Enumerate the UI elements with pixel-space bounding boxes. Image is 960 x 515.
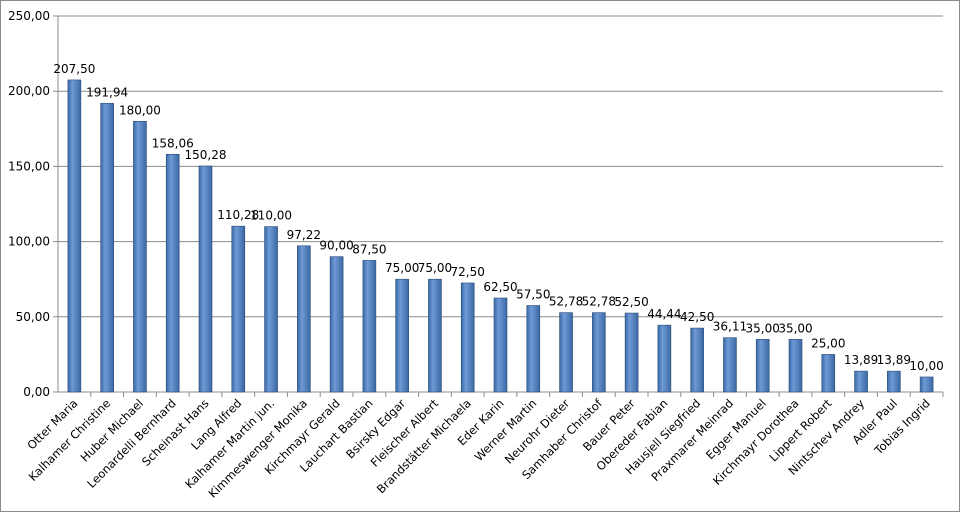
bar [460,282,475,393]
data-label: 42,50 [680,310,714,324]
bar [624,312,639,393]
bar [592,312,606,393]
bar [133,120,147,393]
data-label: 158,06 [152,136,194,150]
bars [67,79,934,393]
bar [231,225,246,393]
y-tick-label: 200,00 [8,84,50,98]
y-tick-labels: 0,00 50,00 100,00 150,00 200,00 250,00 [8,9,50,399]
data-label: 97,22 [287,228,321,242]
data-label: 52,50 [614,295,648,309]
bar [100,103,114,393]
data-label: 25,00 [811,336,845,350]
data-label: 180,00 [119,103,161,117]
bar [264,226,278,393]
y-tick-label: 250,00 [8,9,50,23]
bar [690,327,704,393]
data-label: 57,50 [516,288,550,302]
gridlines [58,15,943,318]
data-label: 62,50 [483,280,517,294]
data-label: 10,00 [909,359,943,373]
bar [428,278,442,393]
data-label: 87,50 [352,242,386,256]
bar [821,354,836,393]
bar [854,370,868,393]
data-label: 75,00 [385,261,419,275]
bar [559,312,573,393]
data-label: 191,94 [86,85,128,99]
bar [723,337,737,393]
y-tick-label: 100,00 [8,235,50,249]
bar [887,370,901,393]
data-label: 110,28 [217,208,259,222]
y-tick-label: 50,00 [16,310,50,324]
data-label: 13,89 [844,353,878,367]
data-label: 90,00 [319,239,353,253]
bar [362,260,377,393]
bar [493,297,508,393]
bar [657,324,672,393]
bar [165,153,180,393]
data-label: 150,28 [185,148,227,162]
bar [395,278,409,393]
data-label: 207,50 [53,62,95,76]
bar [526,305,541,393]
data-label: 52,78 [549,295,583,309]
bar [198,165,213,393]
data-label: 36,11 [713,320,747,334]
data-label: 44,44 [647,307,681,321]
bar [755,339,770,393]
bar [919,376,934,393]
data-label: 35,00 [746,321,780,335]
data-label: 13,89 [877,353,911,367]
data-label: 35,00 [778,321,812,335]
data-label: 110,00 [250,209,292,223]
y-tick-label: 0,00 [23,385,50,399]
bar [329,256,344,393]
bar [297,245,311,393]
data-label: 75,00 [418,261,452,275]
bar [67,79,82,393]
y-tick-label: 150,00 [8,159,50,173]
data-label: 52,78 [582,295,616,309]
bar [788,339,803,393]
data-label: 72,50 [451,265,485,279]
